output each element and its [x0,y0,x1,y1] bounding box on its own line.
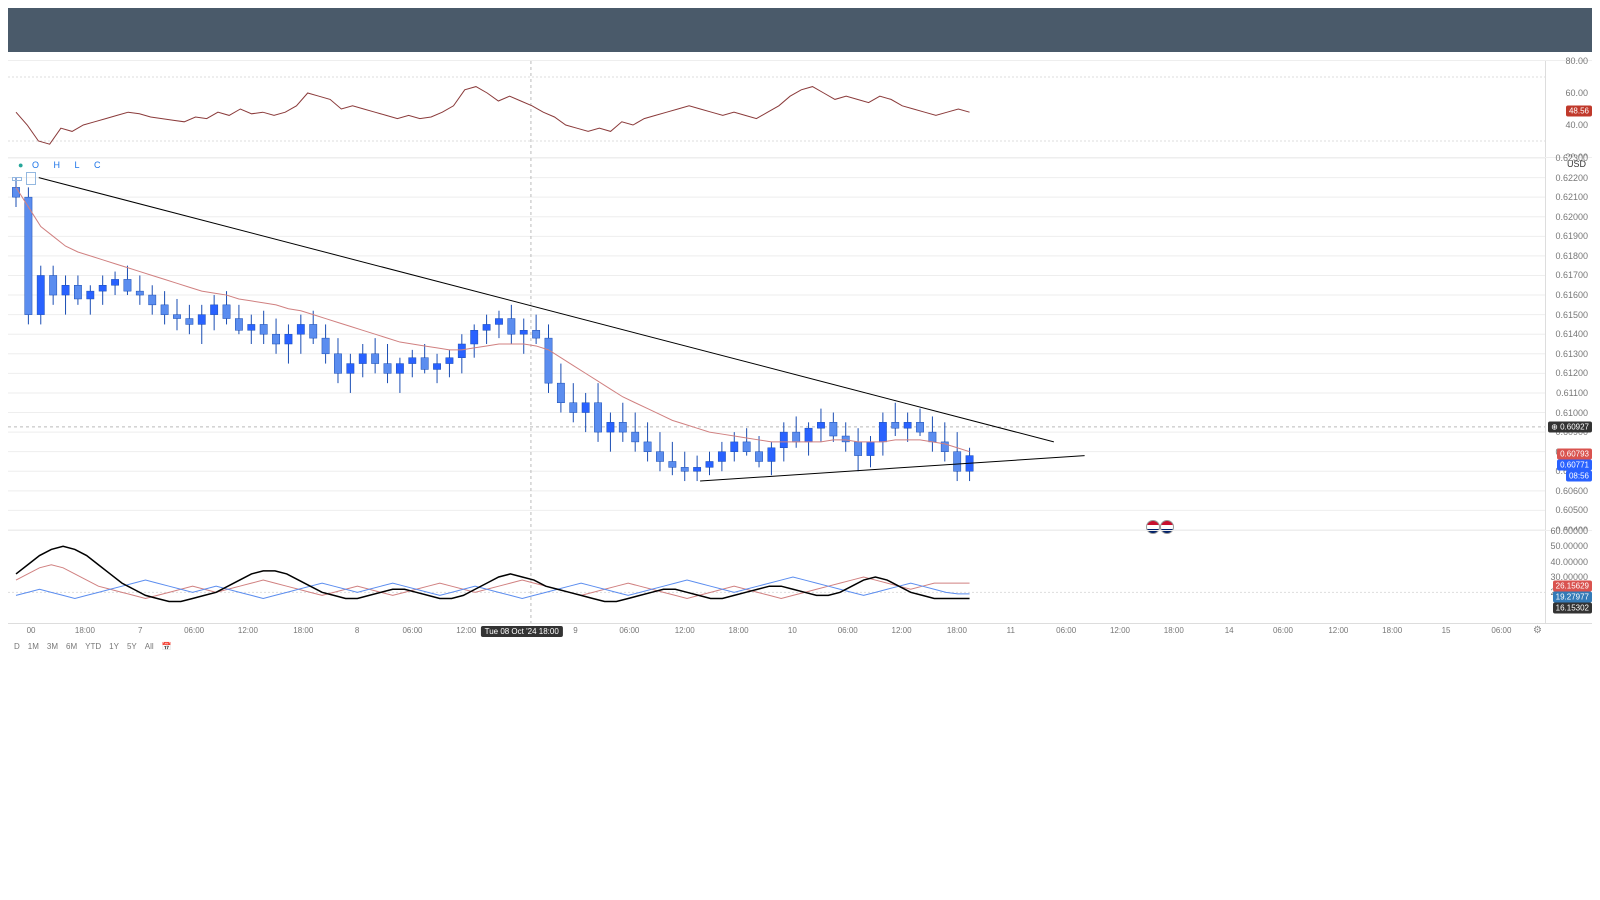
timeframe-YTD[interactable]: YTD [85,642,101,651]
adx-panel[interactable]: 20.0000030.0000040.0000050.0000060.00000… [8,530,1592,623]
xtick: 10 [788,626,797,635]
xtick: 18:00 [75,626,95,635]
timeframe-1M[interactable]: 1M [28,642,39,651]
axis-settings-icon[interactable]: ⚙ [1533,625,1542,636]
xtick: 12:00 [1110,626,1130,635]
calendar-icon[interactable]: 📅 [162,642,172,651]
buy-button[interactable] [26,172,36,185]
xtick: 18:00 [947,626,967,635]
spread-box [12,177,22,181]
time-axis[interactable]: 00 18:00 7 06:00 12:00 18:00 8 06:00 12:00 Tue 08… [8,623,1592,640]
price-panel[interactable]: ● O H L C 0.604000.605000.606000.607000.… [8,157,1592,530]
xtick: 06:00 [1056,626,1076,635]
rsi-panel[interactable]: 20.0040.0060.0080.0048.56 [8,60,1592,157]
xtick: 8 [355,626,359,635]
xtick: 12:00 [892,626,912,635]
timeframe-6M[interactable]: 6M [66,642,77,651]
xtick: 00 [27,626,36,635]
timeframe-5Y[interactable]: 5Y [127,642,137,651]
rsi-yaxis[interactable]: 20.0040.0060.0080.0048.56 [1545,61,1592,157]
timeframe-1Y[interactable]: 1Y [109,642,119,651]
xtick: 18:00 [1382,626,1402,635]
xtick: 18:00 [293,626,313,635]
xtick: 12:00 [675,626,695,635]
xtick: Tue 08 Oct '24 18:00 [481,626,563,637]
xtick: 14 [1225,626,1234,635]
chart-container: 20.0040.0060.0080.0048.56 ● O H L C 0.60… [8,60,1592,660]
xtick: 12:00 [1328,626,1348,635]
symbol-info: ● O H L C [12,160,113,170]
xtick: 12:00 [456,626,476,635]
timeframe-selector[interactable]: D 1M 3M 6M YTD 1Y 5Y All 📅 [8,640,1592,660]
xtick: 06:00 [1273,626,1293,635]
price-yaxis[interactable]: 0.604000.605000.606000.607000.608000.609… [1545,158,1592,530]
xtick: 7 [138,626,142,635]
xtick: 12:00 [238,626,258,635]
xtick: 06:00 [838,626,858,635]
xtick: 06:00 [184,626,204,635]
timeframe-3M[interactable]: 3M [47,642,58,651]
xtick: 18:00 [1164,626,1184,635]
xtick: 06:00 [1491,626,1511,635]
timeframe-All[interactable]: All [145,642,154,651]
timeframe-D[interactable]: D [14,642,20,651]
xtick: 06:00 [619,626,639,635]
xtick: 11 [1007,626,1015,635]
page-title [8,8,1592,52]
xtick: 15 [1442,626,1451,635]
xtick: 18:00 [729,626,749,635]
xtick: 9 [573,626,577,635]
xtick: 06:00 [402,626,422,635]
sell-buy-widget[interactable] [12,172,38,185]
adx-yaxis[interactable]: 20.0000030.0000040.0000050.0000060.00000… [1545,531,1592,623]
